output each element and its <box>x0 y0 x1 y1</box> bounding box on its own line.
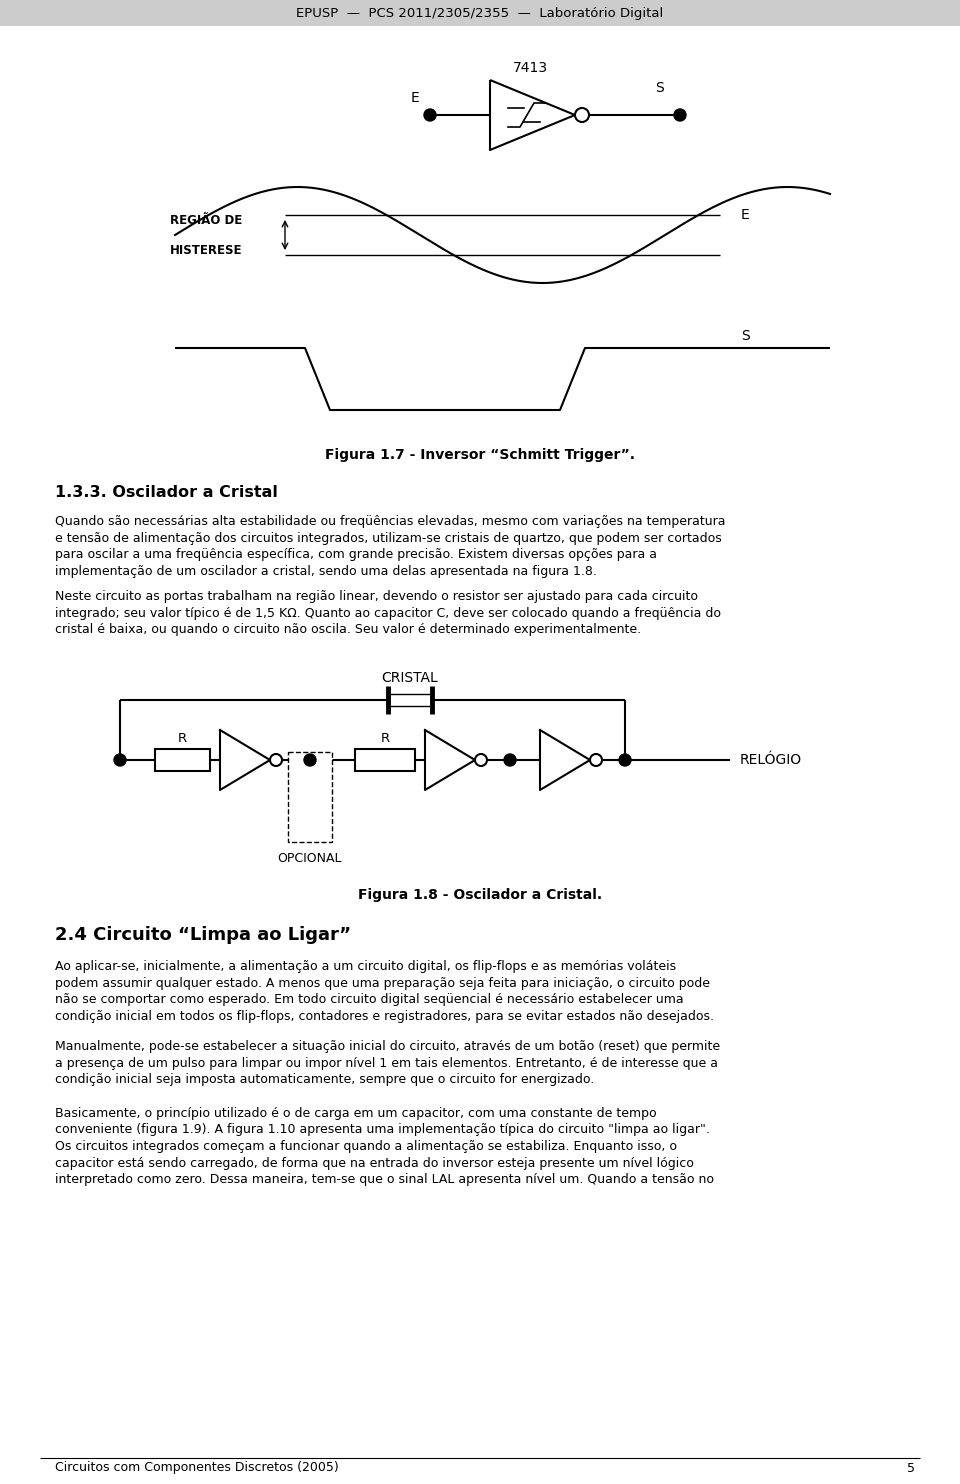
Text: 1.3.3. Oscilador a Cristal: 1.3.3. Oscilador a Cristal <box>55 484 277 500</box>
Text: E: E <box>740 208 750 223</box>
Text: E: E <box>411 91 420 105</box>
Text: HISTERESE: HISTERESE <box>170 243 243 257</box>
Text: OPCIONAL: OPCIONAL <box>277 852 343 865</box>
Circle shape <box>270 754 282 766</box>
Text: Figura 1.8 - Oscilador a Cristal.: Figura 1.8 - Oscilador a Cristal. <box>358 887 602 902</box>
Bar <box>355 749 415 772</box>
Text: Quando são necessárias alta estabilidade ou freqüências elevadas, mesmo com vari: Quando são necessárias alta estabilidade… <box>55 515 726 528</box>
Circle shape <box>619 754 631 766</box>
Text: S: S <box>656 82 664 95</box>
Bar <box>0 0 960 27</box>
Text: CRISTAL: CRISTAL <box>382 671 439 686</box>
Text: conveniente (figura 1.9). A figura 1.10 apresenta uma implementação típica do ci: conveniente (figura 1.9). A figura 1.10 … <box>55 1123 709 1137</box>
Text: para oscilar a uma freqüência específica, com grande precisão. Existem diversas : para oscilar a uma freqüência específica… <box>55 548 657 561</box>
Circle shape <box>424 108 436 122</box>
Text: 7413: 7413 <box>513 61 547 76</box>
Text: Figura 1.7 - Inversor “Schmitt Trigger”.: Figura 1.7 - Inversor “Schmitt Trigger”. <box>325 448 635 462</box>
Circle shape <box>674 108 686 122</box>
Text: EPUSP  —  PCS 2011/2305/2355  —  Laboratório Digital: EPUSP — PCS 2011/2305/2355 — Laboratório… <box>297 6 663 19</box>
Text: R: R <box>380 732 390 745</box>
Text: podem assumir qualquer estado. A menos que uma preparação seja feita para inicia: podem assumir qualquer estado. A menos q… <box>55 976 710 990</box>
Text: Basicamente, o princípio utilizado é o de carga em um capacitor, com uma constan: Basicamente, o princípio utilizado é o d… <box>55 1107 657 1120</box>
Circle shape <box>114 754 126 766</box>
Text: integrado; seu valor típico é de 1,5 KΩ. Quanto ao capacitor C, deve ser colocad: integrado; seu valor típico é de 1,5 KΩ.… <box>55 607 721 619</box>
Circle shape <box>304 754 316 766</box>
Text: R: R <box>178 732 187 745</box>
Text: e tensão de alimentação dos circuitos integrados, utilizam-se cristais de quartz: e tensão de alimentação dos circuitos in… <box>55 531 722 545</box>
Circle shape <box>575 108 589 122</box>
Text: condição inicial seja imposta automaticamente, sempre que o circuito for energiz: condição inicial seja imposta automatica… <box>55 1073 594 1086</box>
Text: RELÓGIO: RELÓGIO <box>740 752 803 767</box>
Circle shape <box>590 754 602 766</box>
Text: condição inicial em todos os flip-flops, contadores e registradores, para se evi: condição inicial em todos os flip-flops,… <box>55 1009 714 1022</box>
Text: Circuitos com Componentes Discretos (2005): Circuitos com Componentes Discretos (200… <box>55 1462 339 1475</box>
Text: não se comportar como esperado. Em todo circuito digital seqüencial é necessário: não se comportar como esperado. Em todo … <box>55 993 684 1006</box>
Text: capacitor está sendo carregado, de forma que na entrada do inversor esteja prese: capacitor está sendo carregado, de forma… <box>55 1156 694 1169</box>
Bar <box>155 749 210 772</box>
Text: implementação de um oscilador a cristal, sendo uma delas apresentada na figura 1: implementação de um oscilador a cristal,… <box>55 564 597 577</box>
Text: 5: 5 <box>907 1462 915 1475</box>
Text: Neste circuito as portas trabalham na região linear, devendo o resistor ser ajus: Neste circuito as portas trabalham na re… <box>55 591 698 603</box>
Text: Ao aplicar-se, inicialmente, a alimentação a um circuito digital, os flip-flops : Ao aplicar-se, inicialmente, a alimentaç… <box>55 960 676 974</box>
Text: C: C <box>290 795 299 809</box>
Circle shape <box>475 754 487 766</box>
Text: a presença de um pulso para limpar ou impor nível 1 em tais elementos. Entretant: a presença de um pulso para limpar ou im… <box>55 1057 718 1070</box>
Text: Manualmente, pode-se estabelecer a situação inicial do circuito, através de um b: Manualmente, pode-se estabelecer a situa… <box>55 1040 720 1054</box>
Bar <box>288 752 332 841</box>
Text: S: S <box>740 329 750 343</box>
Circle shape <box>504 754 516 766</box>
Text: interpretado como zero. Dessa maneira, tem-se que o sinal LAL apresenta nível um: interpretado como zero. Dessa maneira, t… <box>55 1172 714 1186</box>
Text: cristal é baixa, ou quando o circuito não oscila. Seu valor é determinado experi: cristal é baixa, ou quando o circuito nã… <box>55 623 641 637</box>
Text: 2.4 Circuito “Limpa ao Ligar”: 2.4 Circuito “Limpa ao Ligar” <box>55 926 351 944</box>
Text: REGIÃO DE: REGIÃO DE <box>170 214 242 227</box>
Text: Os circuitos integrados começam a funcionar quando a alimentação se estabiliza. : Os circuitos integrados começam a funcio… <box>55 1140 677 1153</box>
